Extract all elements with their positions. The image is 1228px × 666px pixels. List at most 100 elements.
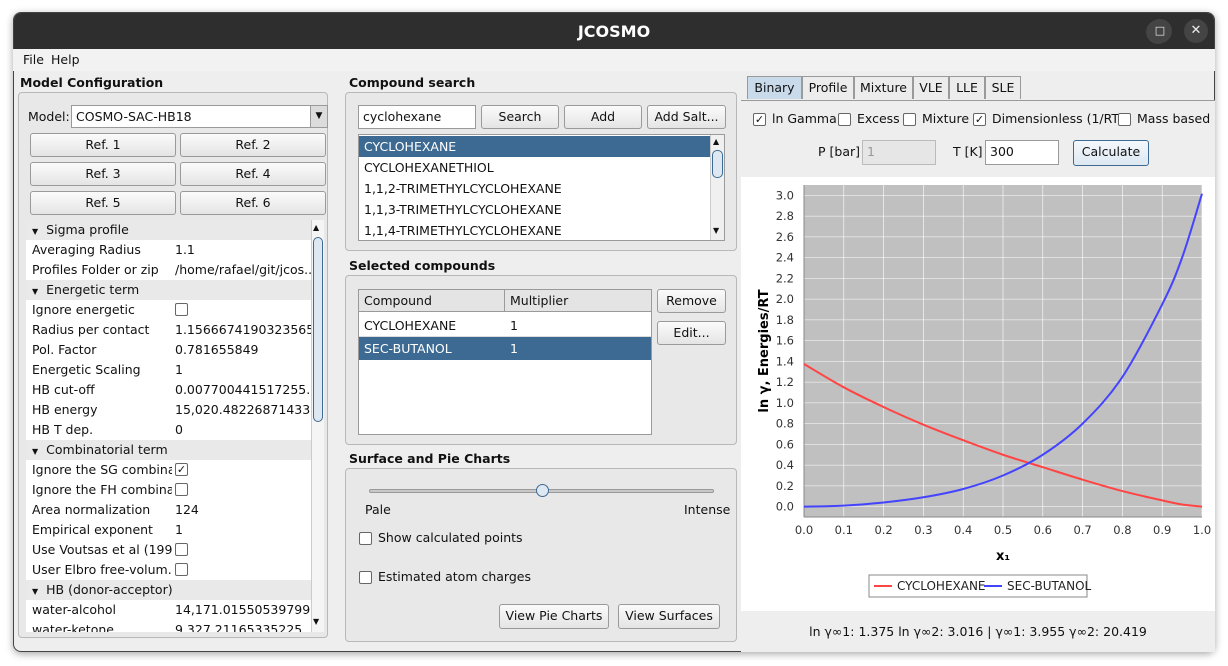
- scroll-up-icon[interactable]: ▲: [713, 137, 720, 146]
- ref-1-button[interactable]: Ref. 1: [30, 133, 176, 157]
- expand-triangle-icon[interactable]: ▼: [32, 587, 39, 596]
- tab-vle[interactable]: VLE: [913, 76, 949, 99]
- property-value[interactable]: 15,020.482268714331: [175, 402, 311, 417]
- edit-button[interactable]: Edit...: [657, 321, 726, 345]
- search-button[interactable]: Search: [481, 105, 559, 129]
- property-value[interactable]: 0.781655849: [175, 342, 259, 357]
- search-results-scrollbar[interactable]: ▲ ▼: [710, 135, 724, 240]
- excess-checkbox[interactable]: [838, 113, 851, 126]
- property-checkbox[interactable]: ✓: [175, 463, 188, 476]
- close-icon[interactable]: ✕: [1184, 19, 1208, 43]
- tab-profile[interactable]: Profile: [802, 76, 854, 99]
- property-checkbox[interactable]: [175, 303, 188, 316]
- intensity-slider[interactable]: [369, 484, 714, 497]
- property-checkbox[interactable]: [175, 483, 188, 496]
- ref-3-button[interactable]: Ref. 3: [30, 162, 176, 186]
- tab-sle[interactable]: SLE: [985, 76, 1021, 99]
- property-section[interactable]: ▼ HB (donor-acceptor): [26, 580, 311, 600]
- property-section[interactable]: ▼ Sigma profile: [26, 220, 311, 240]
- tab-lle[interactable]: LLE: [949, 76, 985, 99]
- property-checkbox[interactable]: [175, 543, 188, 556]
- scroll-up-icon[interactable]: ▲: [313, 223, 320, 232]
- property-value[interactable]: 1: [175, 362, 183, 377]
- property-row[interactable]: Energetic Scaling 1: [26, 360, 311, 380]
- property-value[interactable]: 14,171.015505397998: [175, 602, 311, 617]
- property-value[interactable]: 1.1566674190323565: [175, 322, 311, 337]
- property-section[interactable]: ▼ Energetic term: [26, 280, 311, 300]
- dimensionless-checkbox[interactable]: ✓: [973, 113, 986, 126]
- scroll-thumb[interactable]: [712, 150, 723, 178]
- view-pie-charts-button[interactable]: View Pie Charts: [499, 604, 609, 629]
- property-row[interactable]: Ignore energetic: [26, 300, 311, 320]
- property-section[interactable]: ▼ Combinatorial term: [26, 440, 311, 460]
- estimated-charges-checkbox[interactable]: [359, 571, 372, 584]
- pressure-label: P [bar]: [818, 144, 860, 159]
- col-multiplier[interactable]: Multiplier: [510, 293, 569, 308]
- property-row[interactable]: Pol. Factor 0.781655849: [26, 340, 311, 360]
- model-select[interactable]: COSMO-SAC-HB18 ▼: [71, 105, 328, 128]
- menu-file[interactable]: File: [23, 52, 44, 67]
- property-row[interactable]: HB cut-off 0.007700441517255...: [26, 380, 311, 400]
- property-value[interactable]: 1: [175, 522, 183, 537]
- ref-5-button[interactable]: Ref. 5: [30, 191, 176, 215]
- view-surfaces-button[interactable]: View Surfaces: [618, 604, 720, 629]
- remove-button[interactable]: Remove: [657, 289, 726, 313]
- property-row[interactable]: Profiles Folder or zip/home/rafael/git/j…: [26, 260, 311, 280]
- property-row[interactable]: HB T dep. 0: [26, 420, 311, 440]
- show-points-checkbox[interactable]: [359, 532, 372, 545]
- temperature-field[interactable]: 300: [985, 140, 1059, 165]
- expand-triangle-icon[interactable]: ▼: [32, 227, 39, 236]
- section-title: Combinatorial term: [46, 442, 168, 457]
- property-value[interactable]: 124: [175, 502, 199, 517]
- tab-binary[interactable]: Binary: [747, 76, 802, 99]
- property-row[interactable]: water-ketone 9,327.21165335225: [26, 620, 311, 632]
- property-value[interactable]: /home/rafael/git/jcos...: [175, 262, 311, 277]
- list-item[interactable]: 1,1,2-TRIMETHYLCYCLOHEXANE: [364, 181, 562, 196]
- property-row[interactable]: Averaging Radius 1.1: [26, 240, 311, 260]
- calculate-button[interactable]: Calculate: [1073, 140, 1149, 166]
- list-item[interactable]: CYCLOHEXANETHIOL: [364, 160, 494, 175]
- slider-knob[interactable]: [535, 484, 549, 497]
- property-row[interactable]: Empirical exponent 1: [26, 520, 311, 540]
- col-compound[interactable]: Compound: [364, 293, 432, 308]
- property-value[interactable]: 0: [175, 422, 183, 437]
- ln-gamma-checkbox[interactable]: ✓: [753, 113, 766, 126]
- property-row[interactable]: HB energy 15,020.482268714331: [26, 400, 311, 420]
- ref-2-button[interactable]: Ref. 2: [180, 133, 326, 157]
- property-row[interactable]: Area normalization 124: [26, 500, 311, 520]
- property-row[interactable]: Radius per contact 1.1566674190323565: [26, 320, 311, 340]
- menu-help[interactable]: Help: [51, 52, 80, 67]
- add-button[interactable]: Add: [564, 105, 642, 129]
- mixture-checkbox[interactable]: [903, 113, 916, 126]
- tab-mixture[interactable]: Mixture: [854, 76, 913, 99]
- scroll-thumb[interactable]: [313, 237, 323, 422]
- scroll-down-icon[interactable]: ▼: [713, 226, 720, 235]
- property-checkbox[interactable]: [175, 563, 188, 576]
- list-item[interactable]: CYCLOHEXANE: [359, 136, 710, 157]
- maximize-icon[interactable]: □: [1148, 19, 1172, 43]
- y-tick-label: 0.8: [776, 417, 794, 431]
- property-row[interactable]: water-alcohol 14,171.015505397998: [26, 600, 311, 620]
- properties-scrollbar[interactable]: ▲ ▼: [311, 220, 324, 632]
- ref-6-button[interactable]: Ref. 6: [180, 191, 326, 215]
- add-salt-button[interactable]: Add Salt...: [647, 105, 726, 129]
- scroll-down-icon[interactable]: ▼: [313, 617, 320, 626]
- property-row[interactable]: Use Voutsas et al (199...: [26, 540, 311, 560]
- property-value[interactable]: 9,327.21165335225: [175, 622, 303, 632]
- pressure-field[interactable]: 1: [862, 140, 936, 165]
- table-row[interactable]: SEC-BUTANOL 1: [359, 337, 651, 360]
- list-item[interactable]: 1,1,3-TRIMETHYLCYCLOHEXANE: [364, 202, 562, 217]
- expand-triangle-icon[interactable]: ▼: [32, 447, 39, 456]
- search-input[interactable]: cyclohexane: [358, 105, 476, 129]
- property-row[interactable]: Ignore the SG combina... ✓: [26, 460, 311, 480]
- table-row[interactable]: CYCLOHEXANE 1: [359, 314, 651, 337]
- mass-based-checkbox[interactable]: [1118, 113, 1131, 126]
- property-value[interactable]: 1.1: [175, 242, 195, 257]
- expand-triangle-icon[interactable]: ▼: [32, 287, 39, 296]
- ref-4-button[interactable]: Ref. 4: [180, 162, 326, 186]
- chevron-down-icon[interactable]: ▼: [310, 106, 327, 127]
- list-item[interactable]: 1,1,4-TRIMETHYLCYCLOHEXANE: [364, 223, 562, 238]
- property-row[interactable]: User Elbro free-volum...: [26, 560, 311, 580]
- property-value[interactable]: 0.007700441517255...: [175, 382, 311, 397]
- property-row[interactable]: Ignore the FH combina...: [26, 480, 311, 500]
